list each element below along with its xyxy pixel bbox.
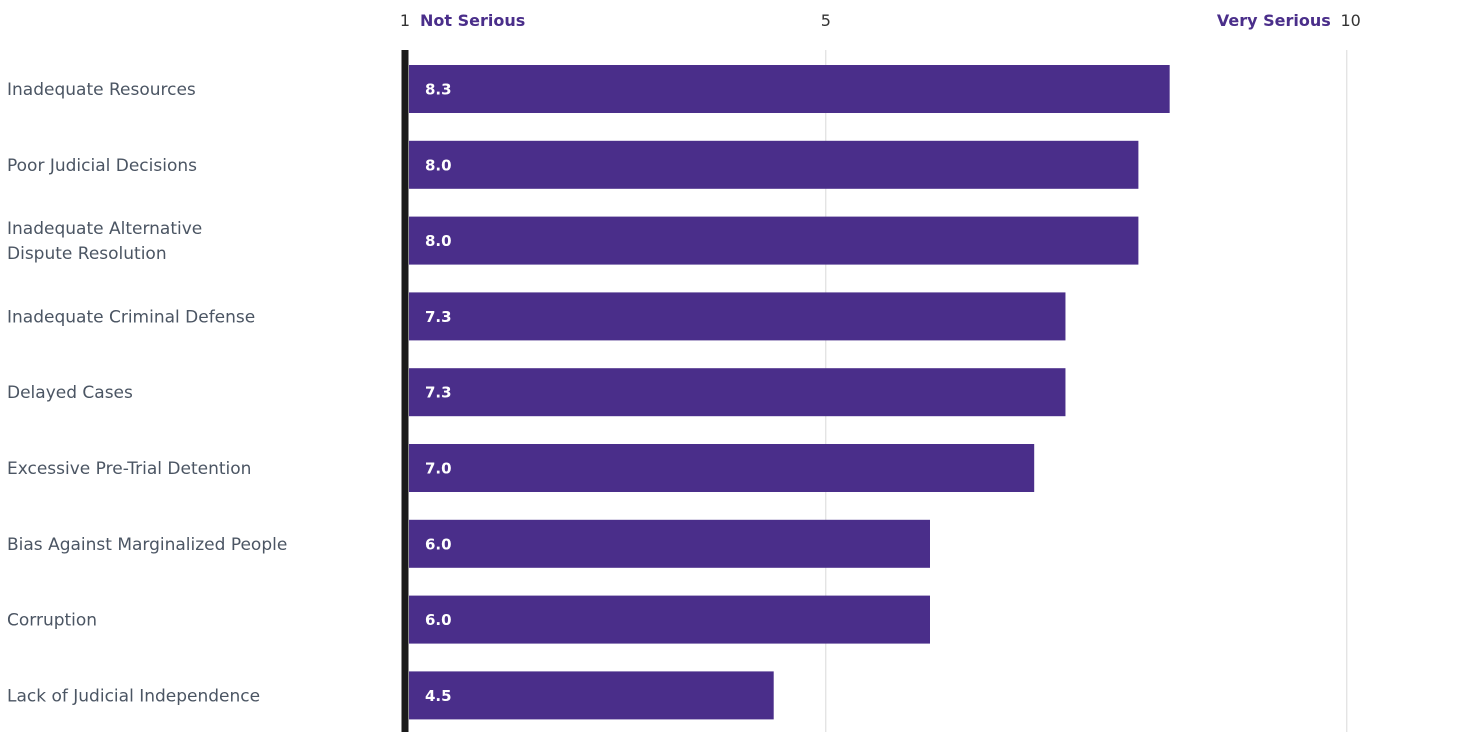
bar-value-label: 6.0 bbox=[425, 611, 452, 629]
bar-value-label: 8.0 bbox=[425, 232, 452, 250]
bar bbox=[409, 140, 1139, 189]
bar bbox=[409, 444, 1035, 492]
x-tick-label: 1 bbox=[400, 11, 410, 30]
bar-value-label: 7.0 bbox=[425, 460, 452, 478]
category-label: Delayed Cases bbox=[7, 383, 133, 403]
x-tick-label: 10 bbox=[1340, 11, 1360, 30]
category-label: Poor Judicial Decisions bbox=[7, 156, 197, 176]
x-axis-top: 1 5 10 Not Serious Very Serious bbox=[400, 11, 1361, 30]
bar bbox=[409, 595, 930, 644]
bar-value-label: 8.3 bbox=[425, 81, 452, 99]
category-label: Excessive Pre-Trial Detention bbox=[7, 459, 251, 479]
category-label: Corruption bbox=[7, 611, 97, 631]
x-tick-label: 5 bbox=[821, 11, 831, 30]
bar-value-label: 4.5 bbox=[425, 687, 452, 705]
category-label-line: Dispute Resolution bbox=[7, 244, 167, 264]
category-label: Inadequate Criminal Defense bbox=[7, 307, 255, 327]
category-label-line: Excessive Pre-Trial Detention bbox=[7, 459, 251, 479]
bar bbox=[409, 65, 1170, 113]
category-label-line: Lack of Judicial Independence bbox=[7, 686, 260, 706]
category-label-line: Poor Judicial Decisions bbox=[7, 156, 197, 176]
category-label: Bias Against Marginalized People bbox=[7, 535, 287, 555]
category-label: Inadequate Alternative Dispute Resolution bbox=[7, 219, 202, 264]
bar-value-label: 7.3 bbox=[425, 308, 452, 326]
bars: 8.3 8.0 8.0 7.3 7.3 7.0 6.0 6.0 4.5 bbox=[409, 65, 1170, 720]
category-label-line: Inadequate Resources bbox=[7, 80, 196, 100]
category-labels: Inadequate Resources Poor Judicial Decisi… bbox=[7, 80, 287, 706]
bar-value-label: 6.0 bbox=[425, 535, 452, 553]
bar bbox=[409, 671, 774, 720]
category-label-line: Corruption bbox=[7, 611, 97, 631]
category-label-line: Inadequate Alternative bbox=[7, 219, 202, 239]
category-label: Inadequate Resources bbox=[7, 80, 196, 100]
scale-low-label: Not Serious bbox=[420, 11, 525, 30]
category-label-line: Delayed Cases bbox=[7, 383, 133, 403]
bar bbox=[409, 368, 1066, 417]
bar bbox=[409, 519, 930, 568]
bar-value-label: 7.3 bbox=[425, 384, 452, 402]
scale-high-label: Very Serious bbox=[1217, 11, 1331, 30]
bar bbox=[409, 216, 1139, 265]
bar bbox=[409, 292, 1066, 341]
category-label: Lack of Judicial Independence bbox=[7, 686, 260, 706]
category-label-line: Inadequate Criminal Defense bbox=[7, 307, 255, 327]
bar-value-label: 8.0 bbox=[425, 156, 452, 174]
category-label-line: Bias Against Marginalized People bbox=[7, 535, 287, 555]
